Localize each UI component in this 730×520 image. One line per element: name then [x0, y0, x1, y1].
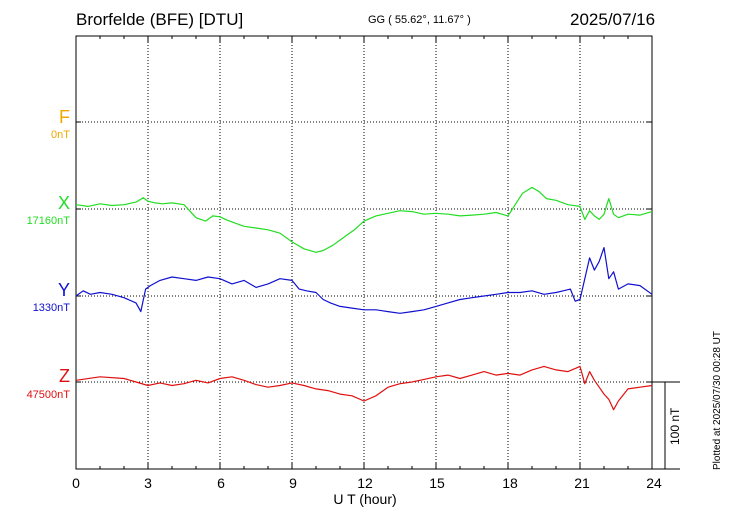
series-line-x	[75, 186, 653, 253]
x-tick-label: 21	[574, 475, 590, 491]
x-tick-label: 9	[289, 475, 297, 491]
series-line-z	[75, 365, 653, 411]
x-tick-label: 0	[72, 475, 80, 491]
x-tick-label: 12	[357, 475, 373, 491]
component-x-baseline: 17160nT	[26, 215, 70, 227]
component-z-baseline: 47500nT	[26, 389, 70, 401]
x-tick-label: 3	[144, 475, 152, 491]
x-axis-label: U T (hour)	[333, 491, 397, 507]
x-tick-label: 6	[217, 475, 225, 491]
component-z-letter: Z	[59, 366, 70, 386]
station-title: Brorfelde (BFE) [DTU]	[76, 10, 244, 29]
x-tick-label: 15	[429, 475, 445, 491]
chart-date: 2025/07/16	[570, 10, 656, 29]
component-y-letter: Y	[57, 280, 70, 300]
plotted-timestamp: Plotted at 2025/07/30 00:28 UT	[712, 331, 723, 470]
component-f-baseline: 0nT	[51, 129, 70, 141]
scale-bar-label: 100 nT	[668, 407, 682, 445]
component-x-letter: X	[57, 193, 70, 213]
series-line-y	[75, 247, 653, 314]
x-tick-label: 24	[646, 475, 662, 491]
geographic-coordinates: GG ( 55.62°, 11.67° )	[368, 14, 471, 26]
component-f-letter: F	[59, 107, 70, 127]
component-y-baseline: 1330nT	[32, 302, 70, 314]
x-tick-label: 18	[502, 475, 518, 491]
